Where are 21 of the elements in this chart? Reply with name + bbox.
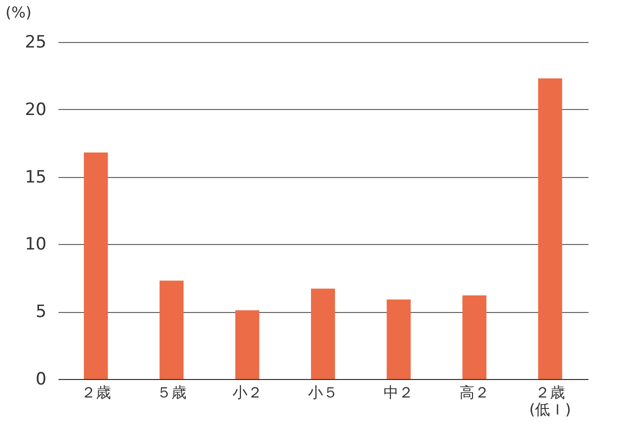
bar bbox=[235, 310, 260, 379]
y-tick-label: 20 bbox=[24, 100, 46, 120]
bar bbox=[538, 78, 562, 379]
x-tick-label: 小５ bbox=[308, 384, 338, 402]
bar bbox=[160, 280, 184, 379]
y-axis-title: (%) bbox=[6, 4, 32, 22]
x-tick-label: 中２ bbox=[384, 384, 414, 402]
x-tick-label: ２歳 (低Ｉ) bbox=[529, 384, 571, 418]
x-tick-label: 高２ bbox=[459, 384, 490, 402]
bar bbox=[462, 295, 486, 379]
x-tick-label: ５歳 bbox=[156, 384, 187, 402]
y-tick-label: 0 bbox=[36, 370, 46, 390]
bar bbox=[386, 299, 411, 379]
x-tick-label: ２歳 bbox=[80, 384, 111, 402]
y-tick-label: 15 bbox=[24, 167, 46, 188]
y-tick-label: 10 bbox=[24, 234, 46, 255]
x-tick-label: 小２ bbox=[232, 384, 262, 402]
bar bbox=[84, 152, 108, 379]
y-tick-label: 25 bbox=[24, 32, 46, 52]
y-tick-label: 5 bbox=[36, 302, 46, 322]
bar bbox=[311, 288, 335, 379]
